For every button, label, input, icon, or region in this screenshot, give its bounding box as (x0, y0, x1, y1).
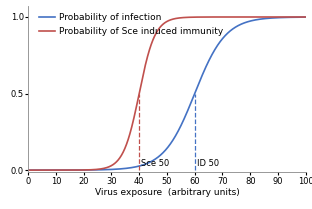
Probability of infection (26, 169, 30, 171)
Probability of Sce induced immunity (55, 169, 58, 171)
Line: Probability of Sce induced immunity: Probability of Sce induced immunity (28, 17, 306, 170)
X-axis label: Virus exposure  (arbitrary units): Virus exposure (arbitrary units) (95, 188, 239, 197)
Probability of Sce induced immunity (243, 16, 246, 18)
Probability of Sce induced immunity (149, 46, 152, 48)
Probability of infection (149, 161, 152, 163)
Text: Sce 50: Sce 50 (141, 159, 170, 168)
Line: Probability of infection: Probability of infection (28, 17, 306, 170)
Probability of infection (217, 42, 221, 45)
Probability of infection (243, 22, 246, 24)
Probability of Sce induced immunity (248, 16, 251, 18)
Probability of infection (304, 16, 308, 18)
Probability of infection (55, 169, 58, 171)
Legend: Probability of infection, Probability of Sce induced immunity: Probability of infection, Probability of… (38, 13, 224, 37)
Text: ID 50: ID 50 (197, 159, 219, 168)
Probability of infection (248, 20, 251, 23)
Probability of Sce induced immunity (26, 169, 30, 171)
Probability of Sce induced immunity (217, 16, 221, 18)
Probability of Sce induced immunity (139, 86, 142, 89)
Probability of infection (139, 164, 142, 167)
Probability of Sce induced immunity (304, 16, 308, 18)
